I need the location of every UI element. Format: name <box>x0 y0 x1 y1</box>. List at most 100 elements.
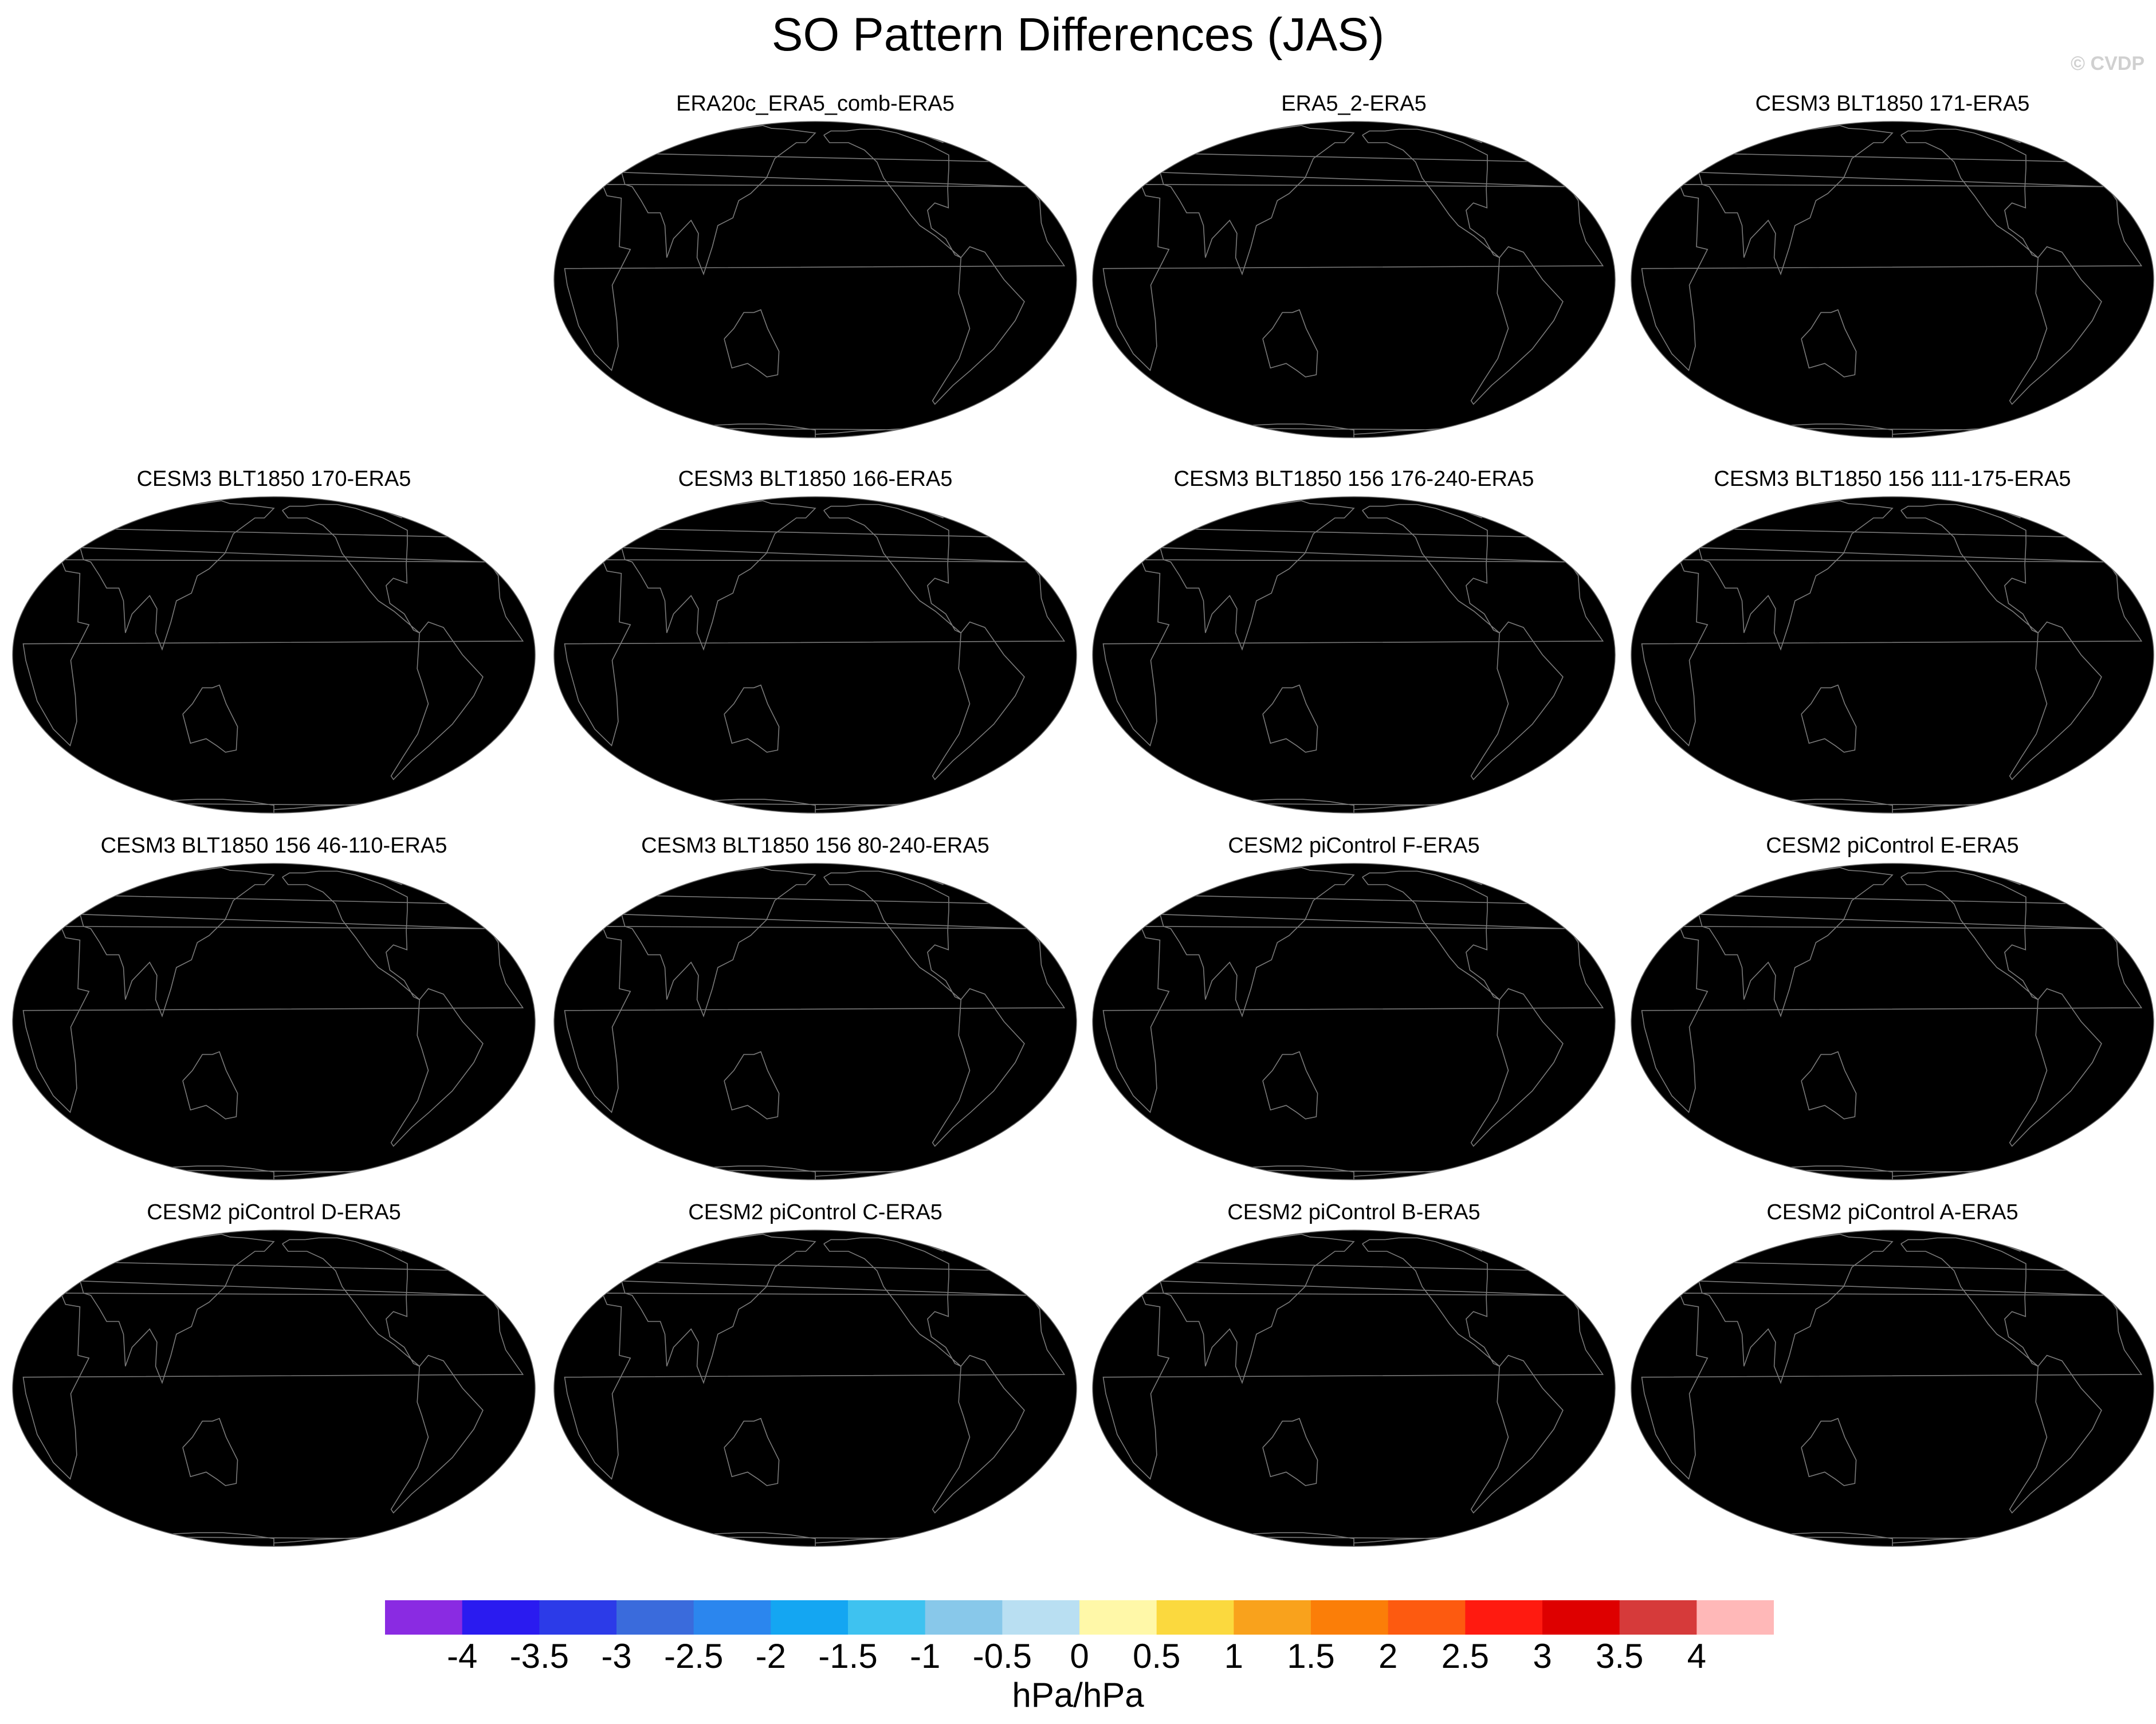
coastline <box>1801 1051 1857 1120</box>
coastline <box>564 184 1066 371</box>
coastline <box>1262 309 1318 378</box>
field-layer <box>1093 1230 1615 1546</box>
map-panel: CESM2 piControl D-ERA5 <box>10 1200 537 1567</box>
map-panel: ERA5_2-ERA5 <box>1090 92 1617 458</box>
coastline <box>1641 559 2143 747</box>
coastline <box>724 309 780 378</box>
colorbar-box <box>385 1600 463 1635</box>
coastline <box>1262 1051 1318 1120</box>
colorbar-box <box>462 1600 540 1635</box>
coastline <box>932 1354 1025 1514</box>
coastline <box>1362 870 1500 1000</box>
coastline <box>1470 1354 1564 1514</box>
coastline <box>22 1293 524 1480</box>
colorbar-box <box>616 1600 694 1635</box>
map-panel: CESM3 BLT1850 171-ERA5 <box>1629 92 2156 458</box>
panel-title: CESM2 piControl A-ERA5 <box>1629 1200 2156 1225</box>
map-border <box>1092 1230 1616 1547</box>
coastline <box>390 988 484 1147</box>
map-plot <box>1092 863 1616 1180</box>
map-panel: CESM2 piControl B-ERA5 <box>1090 1200 1617 1567</box>
map-border <box>1631 863 2154 1180</box>
panel-title: CESM3 BLT1850 171-ERA5 <box>1629 92 2156 116</box>
map-border <box>1092 121 1616 438</box>
coastline <box>182 1051 238 1120</box>
coastline <box>390 1354 484 1514</box>
coastline <box>564 1293 1066 1480</box>
map-panel: CESM2 piControl F-ERA5 <box>1090 834 1617 1200</box>
map-plot <box>12 863 536 1180</box>
coastline <box>1262 1417 1318 1486</box>
map-plot <box>553 863 1077 1180</box>
coastline <box>22 559 524 747</box>
coastline <box>823 870 961 1000</box>
map-border <box>12 1230 536 1547</box>
map-panel: CESM2 piControl C-ERA5 <box>552 1200 1079 1567</box>
coastline <box>1900 870 2039 1000</box>
panel-title: CESM2 piControl D-ERA5 <box>10 1200 537 1225</box>
colorbar <box>385 1600 1774 1635</box>
colorbar-tick-label: -2.5 <box>664 1636 723 1676</box>
map-plot <box>12 496 536 814</box>
coastline <box>282 504 420 634</box>
panel-title: CESM3 BLT1850 156 111-175-ERA5 <box>1629 467 2156 492</box>
coastline <box>1900 504 2039 634</box>
coastline <box>1362 504 1500 634</box>
map-border <box>1092 496 1616 814</box>
map-panel: CESM3 BLT1850 156 176-240-ERA5 <box>1090 467 1617 834</box>
panel-title: CESM3 BLT1850 156 46-110-ERA5 <box>10 834 537 858</box>
map-plot <box>553 496 1077 814</box>
map-border <box>553 863 1077 1180</box>
coastline <box>1262 684 1318 753</box>
map-panel: CESM3 BLT1850 166-ERA5 <box>552 467 1079 834</box>
colorbar-tick-label: -3 <box>601 1636 631 1676</box>
coastline <box>22 926 524 1113</box>
coastline <box>724 684 780 753</box>
coastline <box>2009 246 2102 405</box>
coastline <box>282 1237 420 1367</box>
coastline <box>1900 128 2039 258</box>
coastline <box>564 559 1066 747</box>
panel-title: ERA20c_ERA5_comb-ERA5 <box>552 92 1079 116</box>
coastline <box>823 504 961 634</box>
colorbar-box <box>1156 1600 1234 1635</box>
colorbar-box <box>1234 1600 1311 1635</box>
map-panel: CESM3 BLT1850 156 111-175-ERA5 <box>1629 467 2156 834</box>
colorbar-tick-label: 4 <box>1687 1636 1706 1676</box>
map-panel: ERA20c_ERA5_comb-ERA5 <box>552 92 1079 458</box>
colorbar-tick-label: 3 <box>1533 1636 1552 1676</box>
colorbar-tick-label: -0.5 <box>973 1636 1032 1676</box>
colorbar-tick-label: 1.5 <box>1287 1636 1334 1676</box>
field-layer <box>554 863 1077 1180</box>
colorbar-tick-label: -3.5 <box>510 1636 569 1676</box>
map-plot <box>1092 496 1616 814</box>
coastline <box>823 128 961 258</box>
coastline <box>282 870 420 1000</box>
panel-title: CESM3 BLT1850 166-ERA5 <box>552 467 1079 492</box>
colorbar-units-label: hPa/hPa <box>0 1675 2156 1715</box>
coastline <box>1641 926 2143 1113</box>
coastline <box>1102 1293 1604 1480</box>
panel-title: ERA5_2-ERA5 <box>1090 92 1617 116</box>
coastline <box>1362 1237 1500 1367</box>
colorbar-tick-label: -1.5 <box>818 1636 877 1676</box>
coastline <box>932 988 1025 1147</box>
colorbar-box <box>1619 1600 1697 1635</box>
panel-title: CESM2 piControl B-ERA5 <box>1090 1200 1617 1225</box>
panel-title: CESM3 BLT1850 170-ERA5 <box>10 467 537 492</box>
coastline <box>1801 684 1857 753</box>
coastline <box>1362 128 1500 258</box>
map-plot <box>1631 863 2154 1180</box>
colorbar-box <box>925 1600 1003 1635</box>
coastline <box>1102 184 1604 371</box>
colorbar-box <box>1002 1600 1080 1635</box>
coastline <box>564 926 1066 1113</box>
coastline <box>2009 621 2102 780</box>
map-border <box>553 496 1077 814</box>
coastline <box>1470 621 1564 780</box>
colorbar-box <box>1079 1600 1157 1635</box>
coastline <box>1641 1293 2143 1480</box>
map-border <box>12 863 536 1180</box>
map-border <box>553 1230 1077 1547</box>
map-plot <box>553 1230 1077 1547</box>
